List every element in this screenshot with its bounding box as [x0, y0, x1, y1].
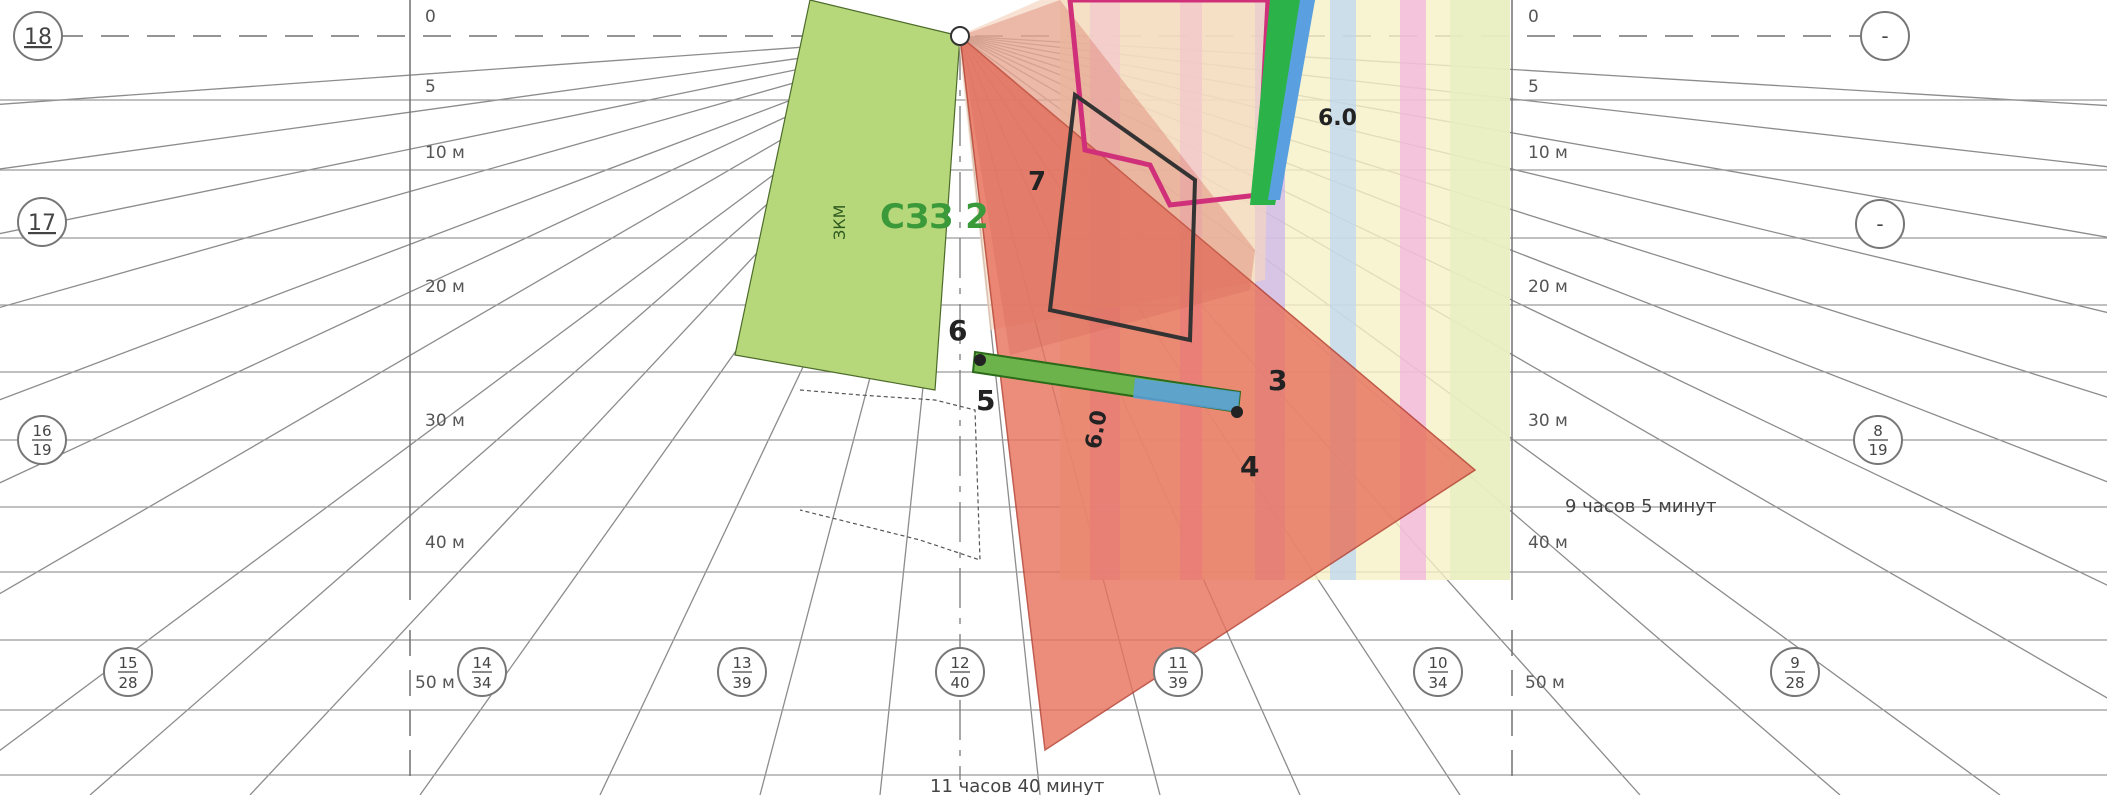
row-marker: 17: [17, 197, 67, 247]
parcel-outline: [799, 389, 981, 561]
row-marker-label: 19: [32, 441, 51, 459]
building-outline: [1067, 0, 1271, 208]
scale-tick-label: 30 м: [425, 411, 465, 431]
hour-marker-bottom: 39: [732, 674, 751, 692]
scale-tick-label: 40 м: [425, 533, 465, 553]
point-marker: [1231, 406, 1243, 418]
point-label: 4: [1240, 450, 1259, 483]
ray-line: [0, 35, 961, 309]
zone-small-label: ЗКМ: [830, 205, 849, 240]
row-marker-label: 8: [1873, 422, 1883, 440]
hour-marker-bottom: 28: [1785, 674, 1804, 692]
row-marker-label: 19: [1868, 441, 1887, 459]
row-marker-label: 18: [24, 25, 52, 50]
scale-tick-label: 40 м: [1528, 533, 1568, 553]
hour-marker-bottom: 40: [950, 674, 969, 692]
row-marker: -: [1855, 199, 1905, 249]
point-label: 6: [948, 314, 967, 347]
scale-tick-label: 10 м: [1528, 143, 1568, 163]
color-stripe: [1450, 0, 1510, 580]
left-scale-labels: 0 5 10 м 20 м 30 м 40 м 50 м: [415, 7, 465, 693]
time-label-right: 9 часов 5 минут: [1565, 496, 1716, 517]
hour-marker-top: 15: [118, 654, 137, 672]
row-marker: 8 19: [1853, 415, 1903, 465]
hour-marker-top: 12: [950, 654, 969, 672]
hour-marker-top: 13: [732, 654, 751, 672]
right-scale-labels: 0 5 10 м 20 м 30 м 40 м 50 м: [1525, 7, 1568, 693]
ray-line: [0, 35, 961, 170]
row-marker: 16 19: [17, 415, 67, 465]
scale-tick-label: 5: [1528, 77, 1539, 97]
scale-tick-label: 0: [1528, 7, 1539, 27]
hour-marker-top: 9: [1790, 654, 1800, 672]
zone-label: СЗЗ 2: [880, 197, 989, 237]
row-marker: 18: [13, 11, 63, 61]
hour-marker-top: 10: [1428, 654, 1447, 672]
blue-strip: [1268, 0, 1315, 200]
point-label: 5: [976, 384, 995, 417]
ray-line: [0, 35, 961, 105]
scale-tick-label: 20 м: [425, 277, 465, 297]
point-label: 7: [1028, 167, 1046, 197]
hour-marker-bottom: 39: [1168, 674, 1187, 692]
scale-tick-label: 5: [425, 77, 436, 97]
building-block: [1047, 91, 1198, 343]
scale-tick-label: 10 м: [425, 143, 465, 163]
hour-marker-top: 14: [472, 654, 491, 672]
scale-tick-label: 0: [425, 7, 436, 27]
ray-line: [0, 35, 961, 235]
sun-center-icon: [950, 26, 970, 46]
dimension-label: 6.0: [1318, 106, 1357, 131]
hour-marker-bottom: 28: [118, 674, 137, 692]
time-label-bottom: 11 часов 40 минут: [930, 776, 1104, 795]
hour-marker-bottom: 34: [1428, 674, 1447, 692]
row-marker-label: 16: [32, 422, 51, 440]
scale-tick-label: 20 м: [1528, 277, 1568, 297]
point-marker: [974, 354, 986, 366]
row-marker-label: -: [1876, 212, 1883, 236]
hour-marker-top: 11: [1168, 654, 1187, 672]
hour-marker: 928: [1770, 647, 1820, 697]
blue-bar-end: [1133, 378, 1240, 412]
scale-tick-label: 50 м: [415, 673, 455, 693]
scale-tick-label: 30 м: [1528, 411, 1568, 431]
row-marker: -: [1860, 11, 1910, 61]
row-marker-label: 17: [28, 211, 56, 236]
scale-tick-label: 50 м: [1525, 673, 1565, 693]
row-marker-label: -: [1881, 24, 1888, 48]
ray-line: [0, 35, 961, 401]
hour-marker-bottom: 34: [472, 674, 491, 692]
sanitary-zone: [734, 0, 961, 391]
shadow-overlay: [960, 0, 1255, 355]
point-label: 3: [1268, 364, 1287, 397]
